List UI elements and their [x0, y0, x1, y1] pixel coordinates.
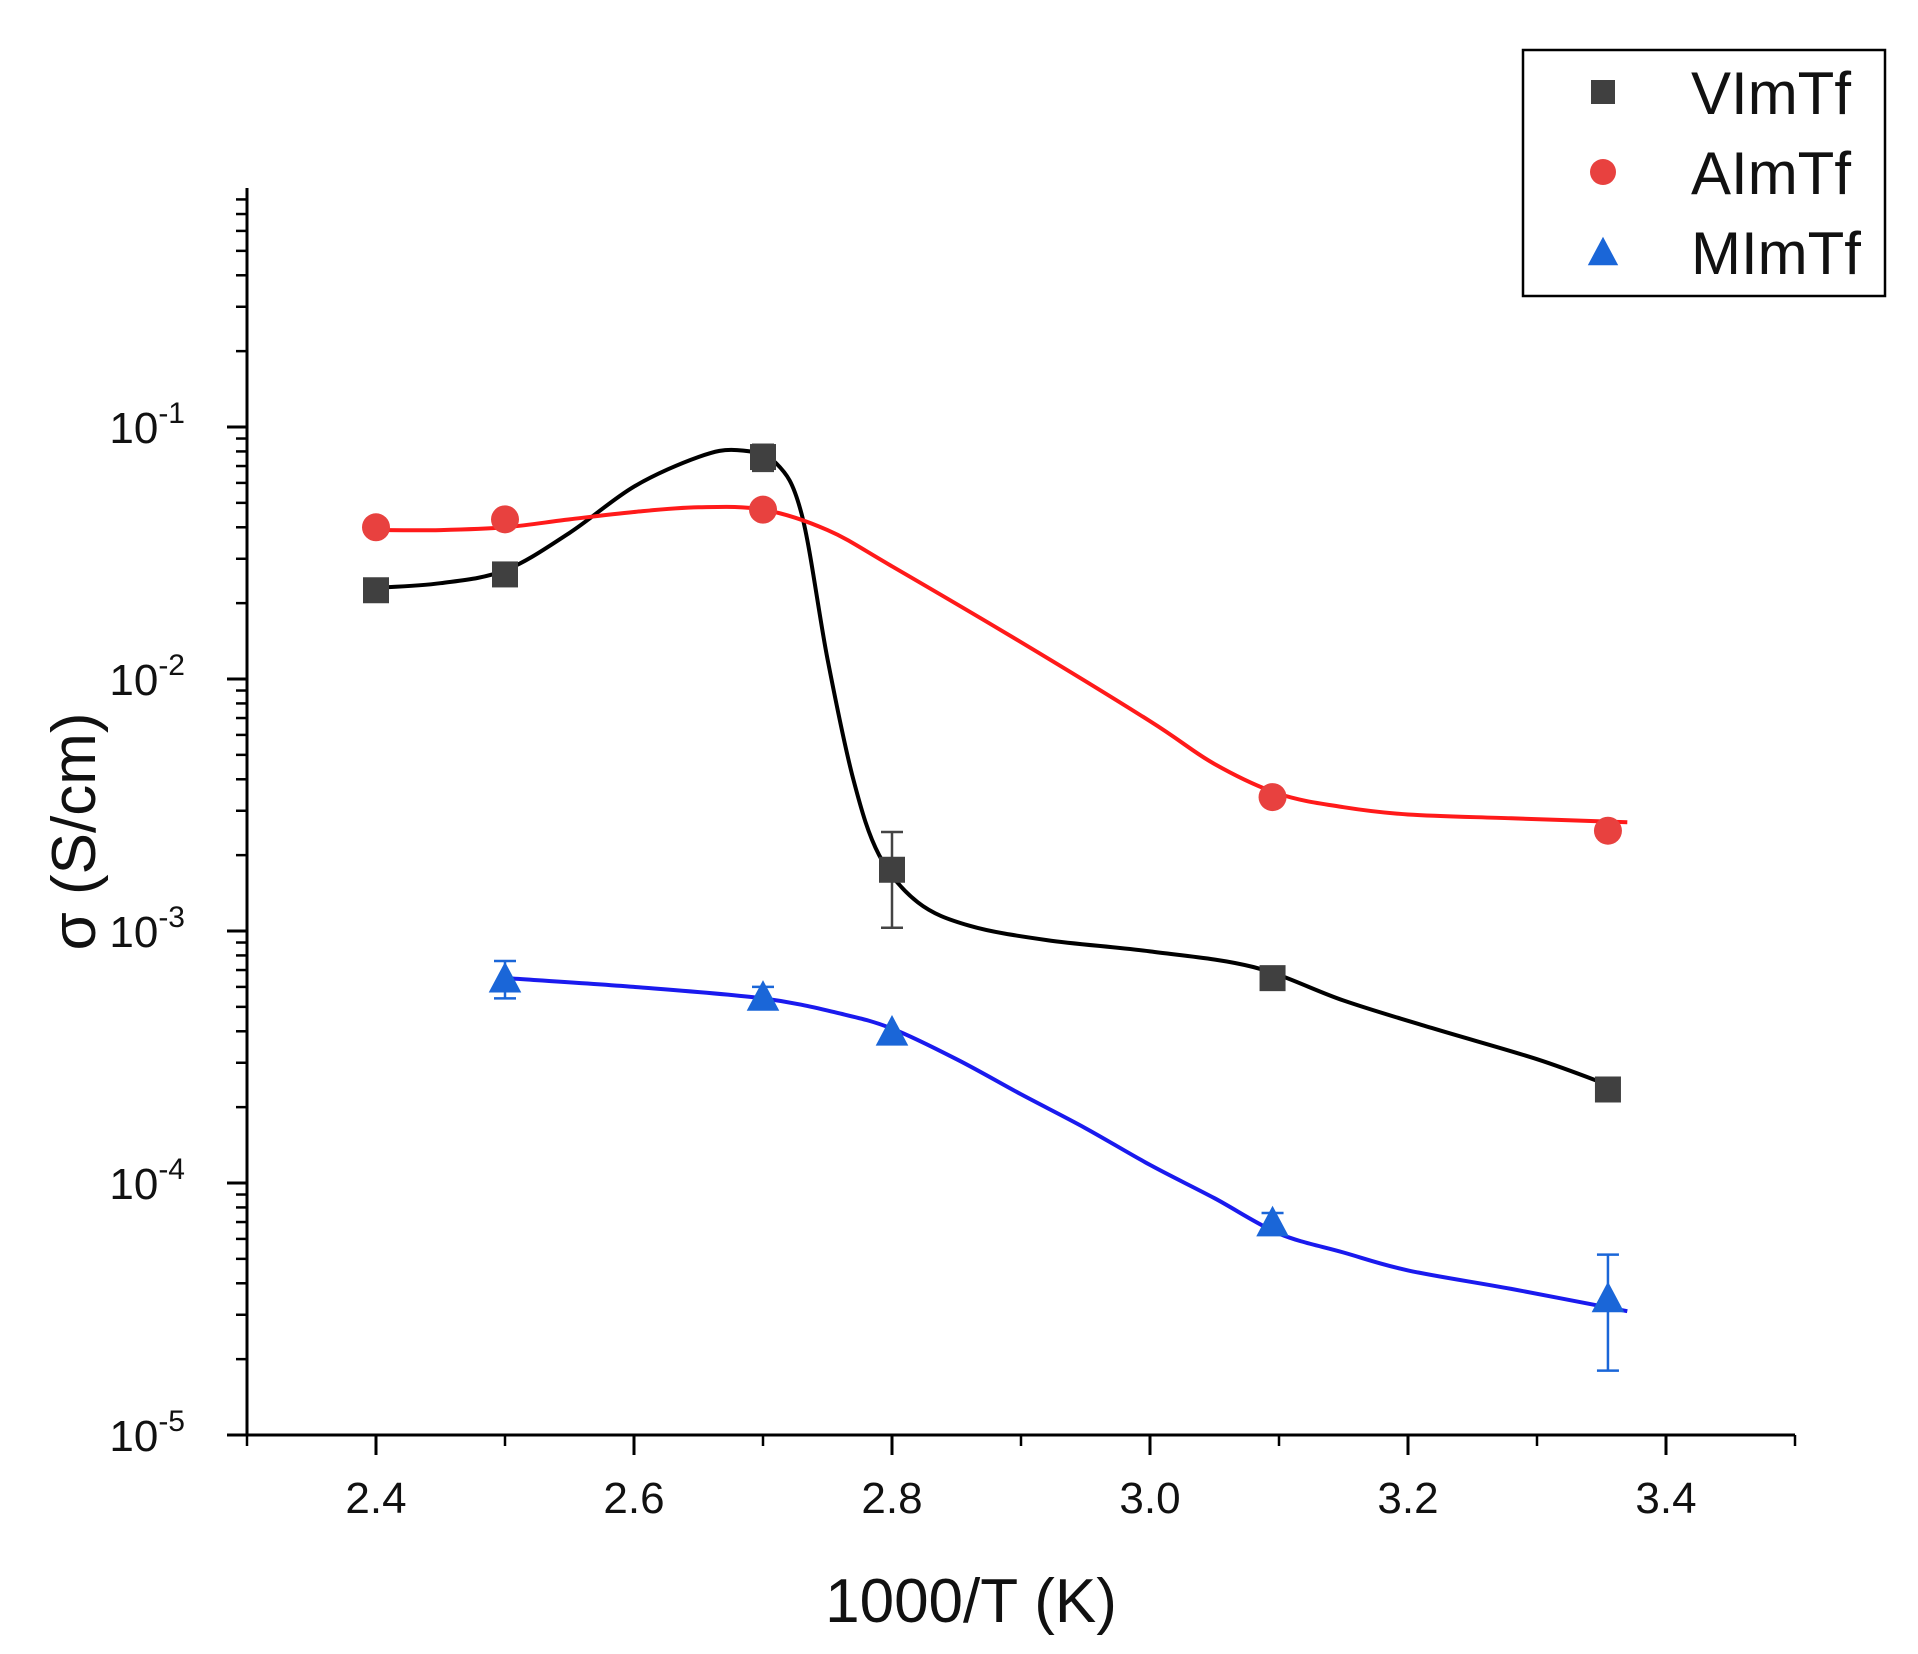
- axes: 2.4 2.6 2.8 3.0 3.2 3.4 10-5 10-4 10-3 10-2 10-1: [109, 188, 1797, 1523]
- data-point-vimtf: [750, 444, 776, 471]
- data-point-vimtf: [1259, 965, 1286, 992]
- legend: VImTf AImTf MImTf: [1521, 48, 1887, 298]
- data-point-aimtf: [1593, 816, 1622, 845]
- x-tick-label: 2.6: [603, 1474, 664, 1523]
- data-point-aimtf: [362, 513, 390, 542]
- y-tick-label: 10-4: [109, 1153, 185, 1209]
- data-point-vimtf: [363, 577, 389, 604]
- data-point-aimtf: [749, 495, 777, 524]
- x-tick-label: 3.0: [1119, 1474, 1180, 1523]
- x-axis-title: 1000/T (K): [825, 1567, 1117, 1636]
- legend-box: [1521, 48, 1887, 298]
- fit-curve-vimtf: [375, 447, 1609, 1087]
- data-point-vimtf: [879, 856, 905, 883]
- data-markers: [362, 443, 1625, 1372]
- y-tick-label: 10-3: [109, 901, 185, 957]
- legend-label: VImTf: [1691, 60, 1851, 127]
- y-tick-label: 10-2: [109, 649, 185, 705]
- data-point-vimtf: [1594, 1076, 1621, 1103]
- data-point-aimtf: [491, 505, 519, 534]
- x-tick-label: 3.2: [1377, 1474, 1438, 1523]
- x-tick-label: 3.4: [1635, 1474, 1696, 1523]
- legend-marker-vimtf: [1591, 80, 1615, 104]
- x-tick-label: 2.4: [345, 1474, 406, 1523]
- x-tick-label: 2.8: [861, 1474, 922, 1523]
- legend-label: MImTf: [1691, 220, 1861, 287]
- y-tick-label: 10-5: [109, 1405, 185, 1461]
- fit-curve-aimtf: [375, 504, 1628, 825]
- y-tick-label: 10-1: [109, 397, 185, 453]
- data-point-mimtf: [875, 1014, 909, 1046]
- legend-marker-aimtf: [1590, 159, 1616, 185]
- data-point-mimtf: [1256, 1205, 1289, 1237]
- data-point-vimtf: [492, 561, 518, 588]
- y-axis-title: σ (S/cm): [40, 712, 109, 950]
- data-point-mimtf: [488, 961, 522, 993]
- data-point-mimtf: [1591, 1281, 1625, 1313]
- legend-label: AImTf: [1691, 140, 1851, 207]
- legend-marker-mimtf: [1587, 236, 1619, 266]
- data-point-mimtf: [746, 980, 780, 1011]
- data-point-aimtf: [1258, 783, 1287, 812]
